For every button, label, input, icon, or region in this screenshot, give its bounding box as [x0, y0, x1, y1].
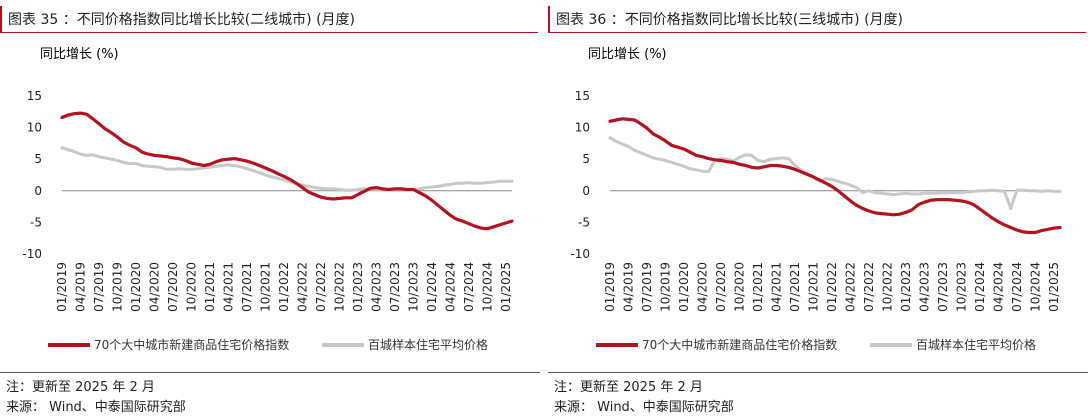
x-tick-label: 10/2024 [1028, 262, 1042, 312]
x-tick-label: 10/2019 [658, 262, 672, 312]
x-tick-label: 04/2019 [621, 262, 635, 312]
legend-label-70-cities: 70个大中城市新建商品住宅价格指数 [642, 337, 837, 352]
x-tick-label: 01/2021 [203, 262, 217, 312]
series-line-100-cities [60, 146, 514, 192]
legend-label-70-cities: 70个大中城市新建商品住宅价格指数 [94, 337, 289, 352]
x-tick-label: 10/2023 [406, 262, 420, 312]
chart-panel-left: 图表 35 ：不同价格指数同比增长比较(二线城市) (月度) 同比增长 (%) 1… [0, 0, 540, 419]
x-tick-label: 04/2019 [73, 262, 87, 312]
x-tick-label: 07/2019 [640, 262, 654, 312]
x-tick-label: 07/2021 [240, 262, 254, 312]
x-tick-label: 07/2020 [714, 262, 728, 312]
y-tick-label: 15 [575, 89, 590, 103]
x-tick-label: 10/2024 [480, 262, 494, 312]
chart-title-bar: 图表 35 ：不同价格指数同比增长比较(二线城市) (月度) [0, 6, 538, 33]
chart-panel-right: 图表 36 ：不同价格指数同比增长比较(三线城市) (月度) 同比增长 (%) 1… [548, 0, 1088, 419]
x-tick-label: 07/2022 [314, 262, 328, 312]
y-tick-label: 0 [34, 184, 42, 198]
chart-title-bar: 图表 36 ：不同价格指数同比增长比较(三线城市) (月度) [548, 6, 1086, 33]
y-tick-label: -5 [30, 215, 42, 229]
x-tick-label: 01/2019 [603, 262, 617, 312]
y-tick-label: 10 [575, 121, 590, 135]
x-tick-label: 10/2022 [880, 262, 894, 312]
line-chart: 同比增长 (%) 15 10 5 0 -5 -10 01/2019 04/2019 07/2019… [570, 47, 1062, 352]
x-tick-label: 10/2019 [110, 262, 124, 312]
line-chart: 同比增长 (%) 15 10 5 0 -5 -10 01/2019 04/2019 07/2019… [22, 47, 514, 352]
x-tick-label: 01/2025 [1047, 262, 1061, 312]
x-tick-label: 07/2022 [862, 262, 876, 312]
chart-title: 图表 36 ：不同价格指数同比增长比较(三线城市) (月度) [556, 12, 904, 28]
y-axis-label: 同比增长 (%) [40, 47, 119, 62]
footnote: 注：更新至 2025 年 2 月 [554, 380, 703, 395]
x-tick-label: 07/2021 [788, 262, 802, 312]
x-tick-label: 10/2021 [806, 262, 820, 312]
x-tick-label: 04/2020 [147, 262, 161, 312]
x-tick-label: 01/2023 [899, 262, 913, 312]
x-tick-label: 07/2023 [388, 262, 402, 312]
x-tick-label: 04/2021 [769, 262, 783, 312]
x-tick-label: 07/2023 [936, 262, 950, 312]
y-tick-label: 15 [27, 89, 42, 103]
x-tick-label: 01/2022 [825, 262, 839, 312]
y-tick-label: 5 [582, 152, 590, 166]
x-tick-label: 07/2024 [1010, 262, 1024, 312]
x-tick-label: 10/2020 [732, 262, 746, 312]
y-tick-label: -10 [22, 247, 42, 261]
source-note: 来源： Wind、中泰国际研究部 [6, 400, 186, 415]
x-tick-label: 04/2022 [843, 262, 857, 312]
x-tick-label: 04/2020 [695, 262, 709, 312]
series-line-100-cities [608, 136, 1062, 210]
legend-label-100-cities: 百城样本住宅平均价格 [916, 337, 1036, 352]
x-tick-label: 04/2023 [917, 262, 931, 312]
x-tick-label: 10/2021 [258, 262, 272, 312]
y-tick-label: -10 [570, 247, 590, 261]
x-tick-label: 01/2022 [277, 262, 291, 312]
x-tick-label: 10/2020 [184, 262, 198, 312]
x-tick-label: 04/2024 [991, 262, 1005, 312]
y-tick-label: 5 [34, 152, 42, 166]
legend-label-100-cities: 百城样本住宅平均价格 [368, 337, 488, 352]
x-tick-label: 01/2020 [677, 262, 691, 312]
x-tick-label: 04/2024 [443, 262, 457, 312]
chart-title: 图表 35 ：不同价格指数同比增长比较(二线城市) (月度) [8, 12, 356, 28]
x-tick-label: 01/2025 [499, 262, 513, 312]
x-tick-label: 07/2019 [92, 262, 106, 312]
x-tick-label: 01/2023 [351, 262, 365, 312]
series-line-70-cities [608, 117, 1062, 235]
x-tick-label: 01/2024 [973, 262, 987, 312]
footer-divider [548, 372, 1088, 373]
x-tick-label: 01/2021 [751, 262, 765, 312]
y-tick-label: 10 [27, 121, 42, 135]
x-tick-label: 10/2023 [954, 262, 968, 312]
x-tick-label: 01/2024 [425, 262, 439, 312]
series-line-70-cities [60, 111, 514, 231]
footnote: 注：更新至 2025 年 2 月 [6, 380, 155, 395]
x-tick-label: 07/2020 [166, 262, 180, 312]
x-tick-label: 04/2021 [221, 262, 235, 312]
y-axis-label: 同比增长 (%) [588, 47, 667, 62]
x-tick-label: 01/2019 [55, 262, 69, 312]
x-tick-label: 01/2020 [129, 262, 143, 312]
x-tick-label: 07/2024 [462, 262, 476, 312]
y-tick-label: -5 [578, 215, 590, 229]
footer-divider [0, 372, 540, 373]
x-tick-label: 04/2022 [295, 262, 309, 312]
source-note: 来源： Wind、中泰国际研究部 [554, 400, 734, 415]
y-tick-label: 0 [582, 184, 590, 198]
x-tick-label: 10/2022 [332, 262, 346, 312]
x-tick-label: 04/2023 [369, 262, 383, 312]
